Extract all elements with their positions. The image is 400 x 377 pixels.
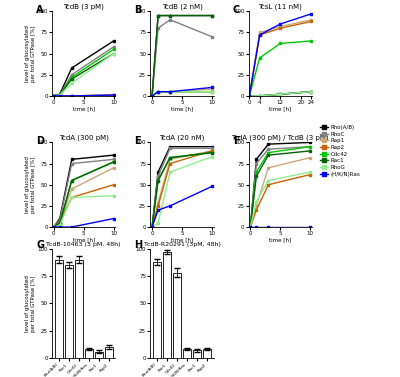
Text: C: C xyxy=(233,5,240,15)
X-axis label: time [h]: time [h] xyxy=(73,106,95,112)
Bar xyxy=(153,262,161,358)
Bar xyxy=(104,347,112,358)
Bar xyxy=(183,349,191,358)
Title: TcdB-10463 (3 pM, 48h): TcdB-10463 (3 pM, 48h) xyxy=(46,242,121,247)
Text: G: G xyxy=(36,240,44,250)
Y-axis label: level of glucosylated
per total GTPase [%]: level of glucosylated per total GTPase [… xyxy=(25,25,36,82)
Bar xyxy=(55,260,63,358)
Bar xyxy=(163,252,171,358)
Text: F: F xyxy=(233,136,239,146)
Text: D: D xyxy=(36,136,44,146)
Title: TcdA (20 nM): TcdA (20 nM) xyxy=(159,135,205,141)
X-axis label: time [h]: time [h] xyxy=(171,238,193,242)
Bar xyxy=(95,352,102,358)
Legend: Rho(A/B), RhoC, Rap1, Rap2, Cdc42, Rac1, RhoG, (H/K/N)Ras: Rho(A/B), RhoC, Rap1, Rap2, Cdc42, Rac1,… xyxy=(319,124,361,178)
Title: TcdA (300 pM): TcdA (300 pM) xyxy=(59,135,109,141)
Bar xyxy=(85,349,93,358)
Text: H: H xyxy=(134,240,142,250)
Text: B: B xyxy=(134,5,142,15)
Title: TcdB (3 pM): TcdB (3 pM) xyxy=(63,3,104,10)
Bar xyxy=(65,265,73,358)
Title: TcdB (2 nM): TcdB (2 nM) xyxy=(162,3,202,10)
Bar xyxy=(193,351,201,358)
Bar xyxy=(75,260,83,358)
Y-axis label: level of glucosylated
per total GTPase [%]: level of glucosylated per total GTPase [… xyxy=(25,275,36,332)
X-axis label: time [h]: time [h] xyxy=(269,106,291,112)
Text: A: A xyxy=(36,5,44,15)
Text: E: E xyxy=(134,136,141,146)
X-axis label: time [h]: time [h] xyxy=(73,238,95,242)
X-axis label: time [h]: time [h] xyxy=(269,238,291,242)
Bar xyxy=(203,349,211,358)
X-axis label: time [h]: time [h] xyxy=(171,106,193,112)
Title: TcdB-R20291 (3pM, 48h): TcdB-R20291 (3pM, 48h) xyxy=(144,242,220,247)
Y-axis label: level of glucosylated
per total GTPase [%]: level of glucosylated per total GTPase [… xyxy=(25,156,36,213)
Title: TcsL (11 nM): TcsL (11 nM) xyxy=(258,3,302,10)
Title: TcdA (300 pM) / TcdB (3 pM): TcdA (300 pM) / TcdB (3 pM) xyxy=(232,135,329,141)
Bar xyxy=(173,273,181,358)
